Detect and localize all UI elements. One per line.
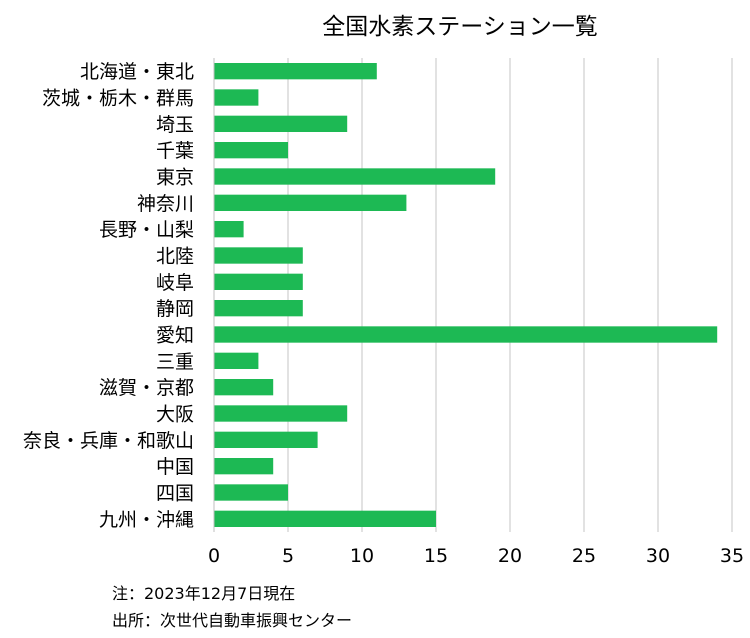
category-label: 奈良・兵庫・和歌山 [23, 430, 194, 452]
bar-11 [214, 352, 259, 369]
x-tick-label: 5 [282, 545, 294, 567]
x-tick-label: 35 [720, 545, 744, 567]
bar-17 [214, 510, 436, 527]
category-label: 中国 [156, 456, 194, 478]
category-label: 東京 [156, 167, 194, 189]
x-tick-label: 10 [350, 545, 374, 567]
category-label: 北陸 [156, 246, 194, 268]
bar-12 [214, 379, 274, 396]
category-label: 千葉 [156, 140, 194, 162]
category-label: 神奈川 [137, 193, 194, 215]
category-label: 埼玉 [156, 114, 194, 136]
x-tick-label: 30 [646, 545, 670, 567]
category-label: 長野・山梨 [99, 219, 194, 241]
bar-7 [214, 247, 303, 264]
bar-15 [214, 458, 274, 475]
bar-5 [214, 194, 407, 211]
x-tick-label: 20 [498, 545, 522, 567]
category-labels: 北海道・東北茨城・栃木・群馬埼玉千葉東京神奈川長野・山梨北陸岐阜静岡愛知三重滋賀… [23, 61, 194, 531]
bar-8 [214, 273, 303, 290]
bar-2 [214, 115, 348, 132]
bar-1 [214, 89, 259, 106]
bar-10 [214, 326, 718, 343]
x-tick-label: 25 [572, 545, 596, 567]
bar-3 [214, 142, 288, 159]
x-tick-label: 0 [208, 545, 220, 567]
category-label: 静岡 [156, 298, 194, 320]
gridlines [287, 58, 733, 532]
category-label: 滋賀・京都 [99, 377, 194, 399]
bar-9 [214, 300, 303, 317]
chart-title: 全国水素ステーション一覧 [322, 14, 598, 40]
x-tick-labels: 0 5 10 15 20 25 30 35 [208, 545, 744, 567]
bar-0 [214, 63, 377, 80]
bar-4 [214, 168, 496, 185]
category-label: 四国 [156, 483, 194, 505]
category-label: 茨城・栃木・群馬 [42, 88, 194, 110]
category-label: 大阪 [156, 404, 194, 426]
bars [214, 63, 718, 527]
bar-14 [214, 431, 318, 448]
bar-16 [214, 484, 288, 501]
footnote-date: 注：2023年12月7日現在 [112, 584, 296, 603]
category-label: 北海道・東北 [80, 61, 194, 83]
category-label: 岐阜 [156, 272, 194, 294]
bar-6 [214, 221, 244, 238]
category-label: 三重 [156, 351, 194, 373]
category-label: 九州・沖縄 [99, 509, 194, 531]
footnote-source: 出所：次世代自動車振興センター [112, 611, 353, 630]
bar-13 [214, 405, 348, 422]
category-label: 愛知 [156, 325, 194, 347]
x-tick-label: 15 [424, 545, 448, 567]
